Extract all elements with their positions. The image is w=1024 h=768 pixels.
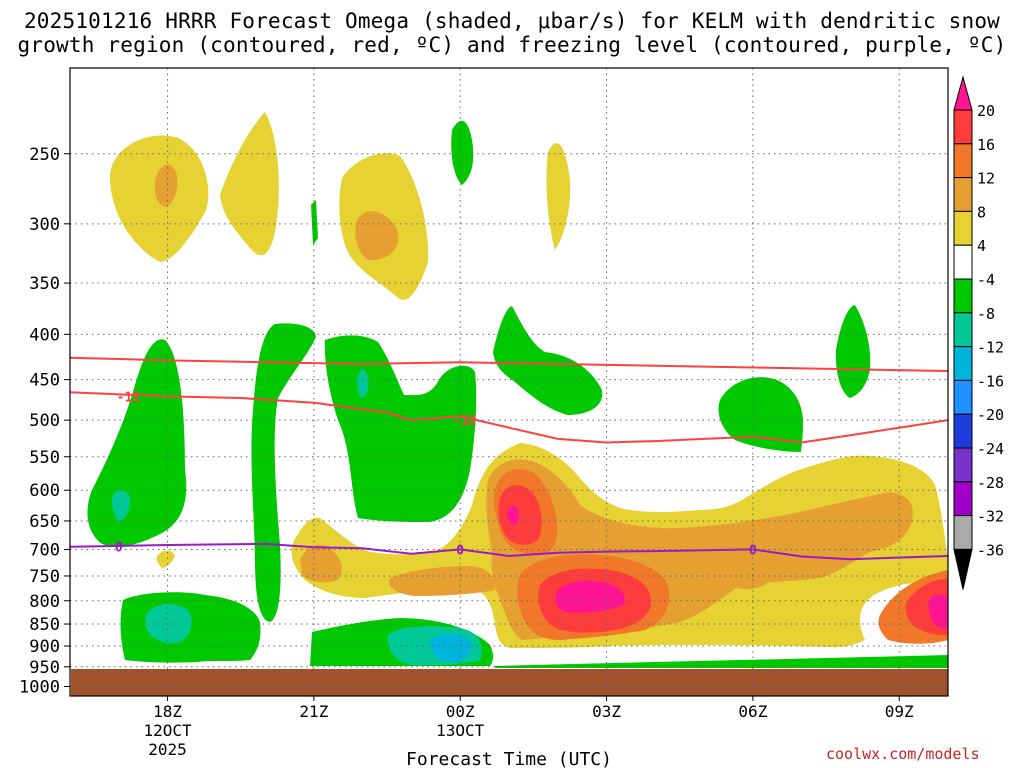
dgz-contour-label: -12 [453, 414, 476, 429]
freezing-level-line [69, 542, 949, 561]
colorbar-segment [953, 244, 973, 280]
omega-cell-green [311, 200, 318, 245]
credit-text: coolwx.com/models [826, 745, 980, 763]
ground-layer [71, 669, 948, 696]
colorbar-label: 12 [977, 170, 995, 188]
colorbar-segment [953, 143, 973, 179]
omega-cell-orange [389, 566, 496, 596]
y-tick-label: 950 [29, 658, 60, 678]
x-tick-label: 12OCT [143, 721, 192, 740]
colorbar-segment [953, 210, 973, 246]
y-tick-label: 550 [29, 448, 60, 468]
omega-cell-yellow [220, 112, 279, 256]
omega-cell-teal [145, 604, 192, 644]
y-tick-label: 400 [29, 325, 60, 345]
omega-cell-green [493, 306, 603, 415]
omega-colorbar: 20 16 12 8 4 -4 -8 -12 -16 -20 -24 -28 -32 -36 [953, 75, 1004, 590]
y-tick-label: 900 [29, 637, 60, 657]
freezing-level-label: 0 [456, 543, 464, 558]
colorbar-label: 8 [977, 203, 986, 221]
contour-lines: -12 -12 0 0 0 [69, 356, 949, 561]
y-tick-label: 500 [29, 411, 60, 431]
colorbar-top-arrow [953, 75, 973, 111]
colorbar-segment [953, 177, 973, 212]
y-tick-label: 600 [29, 481, 60, 501]
y-tick-label: 250 [29, 145, 60, 165]
x-tick-label: 18Z [153, 702, 182, 721]
x-tick-label: 2025 [148, 740, 187, 759]
colorbar-segment [953, 109, 973, 145]
omega-cell-teal [111, 490, 131, 522]
x-tick-label: 13OCT [436, 721, 485, 740]
colorbar-label: -4 [977, 271, 995, 289]
omega-cell-teal [357, 369, 369, 398]
omega-cell-green [87, 339, 187, 547]
y-tick-label: 1000 [19, 678, 60, 698]
colorbar-segment [953, 515, 973, 550]
omega-cell-green [718, 377, 803, 452]
omega-cell-orange [714, 539, 773, 590]
y-axis: 2503003504004505005506006507007508008509… [19, 145, 70, 698]
y-tick-label: 300 [29, 215, 60, 235]
colorbar-segment [953, 413, 973, 449]
chart-title-line-2: growth region (contoured, red, ºC) and f… [17, 33, 1007, 57]
colorbar-segment [953, 346, 973, 381]
colorbar-label: -16 [977, 372, 1004, 390]
chart-title-line-1: 2025101216 HRRR Forecast Omega (shaded, … [23, 9, 1001, 33]
omega-cell-yellow [546, 143, 571, 250]
colorbar-label: 16 [977, 136, 995, 154]
y-tick-label: 850 [29, 615, 60, 635]
omega-cell-magenta [555, 580, 625, 613]
omega-cell-magenta [507, 505, 520, 525]
omega-cell-green [835, 305, 871, 398]
y-tick-label: 800 [29, 592, 60, 612]
y-tick-label: 650 [29, 512, 60, 532]
x-tick-label: 00Z [446, 702, 475, 721]
gridlines [70, 68, 948, 696]
y-tick-label: 750 [29, 567, 60, 587]
omega-cell-orange [154, 164, 178, 207]
x-tick-label: 06Z [738, 702, 767, 721]
omega-cell-green [451, 120, 474, 185]
colorbar-segment [953, 481, 973, 517]
colorbar-segment [953, 447, 973, 483]
freezing-level-label: 0 [115, 541, 123, 556]
omega-cell-magenta [928, 594, 948, 629]
colorbar-label: -24 [977, 440, 1004, 458]
omega-cell-cyan [430, 634, 472, 662]
colorbar-label: 4 [977, 237, 986, 255]
y-tick-label: 450 [29, 371, 60, 391]
dgz-contour-label: -12 [117, 390, 140, 405]
colorbar-label: 20 [977, 102, 995, 120]
omega-cell-yellow [156, 550, 175, 568]
x-tick-label: 03Z [592, 702, 621, 721]
y-tick-label: 700 [29, 540, 60, 560]
plot-frame [69, 67, 949, 697]
colorbar-label: -32 [977, 508, 1004, 526]
colorbar-bottom-arrow [953, 548, 973, 590]
x-axis-label: Forecast Time (UTC) [406, 749, 612, 768]
colorbar-label: -20 [977, 406, 1004, 424]
colorbar-label: -12 [977, 339, 1004, 357]
omega-cell-orange [300, 544, 342, 583]
colorbar-segment [953, 278, 973, 314]
omega-cell-green [495, 655, 948, 668]
omega-cell-red [498, 485, 542, 545]
dgz-contour-line [69, 356, 949, 372]
colorbar-label: -28 [977, 474, 1004, 492]
omega-cell-orange [355, 211, 399, 261]
dgz-contour-line [69, 391, 949, 444]
colorbar-segment [953, 312, 973, 348]
omega-shading [87, 112, 948, 668]
x-tick-label: 21Z [299, 702, 328, 721]
x-tick-label: 09Z [885, 702, 914, 721]
omega-cell-green [251, 323, 316, 622]
colorbar-segment [953, 379, 973, 415]
colorbar-label: -36 [977, 541, 1004, 559]
freezing-level-label: 0 [749, 543, 757, 558]
y-tick-label: 350 [29, 274, 60, 294]
colorbar-label: -8 [977, 305, 995, 323]
